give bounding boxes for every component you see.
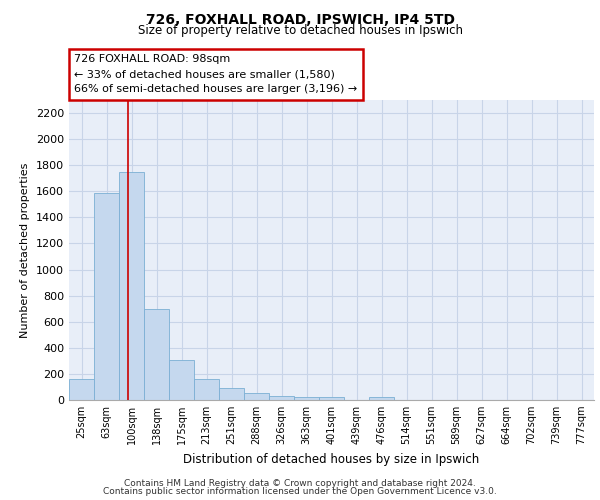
Bar bbox=[169, 360, 194, 400]
X-axis label: Distribution of detached houses by size in Ipswich: Distribution of detached houses by size … bbox=[184, 452, 479, 466]
Text: Contains HM Land Registry data © Crown copyright and database right 2024.: Contains HM Land Registry data © Crown c… bbox=[124, 478, 476, 488]
Y-axis label: Number of detached properties: Number of detached properties bbox=[20, 162, 31, 338]
Bar bbox=[319, 398, 344, 400]
Bar bbox=[294, 396, 319, 400]
Bar bbox=[219, 388, 244, 400]
Text: Size of property relative to detached houses in Ipswich: Size of property relative to detached ho… bbox=[137, 24, 463, 37]
Bar bbox=[269, 396, 294, 400]
Text: Contains public sector information licensed under the Open Government Licence v3: Contains public sector information licen… bbox=[103, 487, 497, 496]
Bar bbox=[69, 379, 94, 400]
Bar bbox=[119, 172, 144, 400]
Text: 726, FOXHALL ROAD, IPSWICH, IP4 5TD: 726, FOXHALL ROAD, IPSWICH, IP4 5TD bbox=[146, 12, 455, 26]
Bar bbox=[194, 379, 219, 400]
Bar bbox=[94, 192, 119, 400]
Bar bbox=[244, 394, 269, 400]
Text: 726 FOXHALL ROAD: 98sqm
← 33% of detached houses are smaller (1,580)
66% of semi: 726 FOXHALL ROAD: 98sqm ← 33% of detache… bbox=[74, 54, 358, 94]
Bar bbox=[144, 308, 169, 400]
Bar bbox=[369, 398, 394, 400]
